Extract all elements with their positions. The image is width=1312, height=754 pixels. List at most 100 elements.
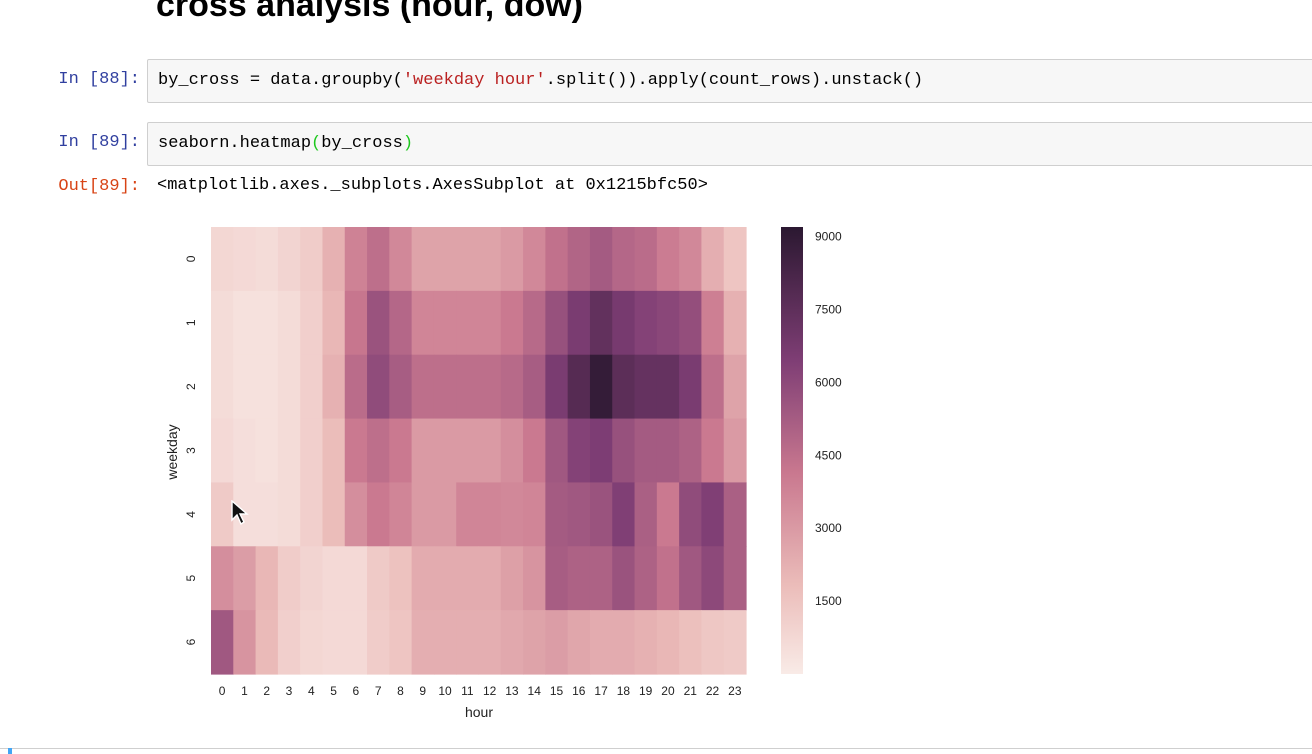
x-tick-label: 5 [330, 684, 337, 698]
heatmap-cell [634, 546, 658, 611]
heatmap-cell [500, 546, 524, 611]
heatmap-cell [656, 610, 680, 675]
heatmap-cell [723, 227, 747, 292]
heatmap-cell [589, 482, 613, 547]
heatmap-cell [589, 610, 613, 675]
heatmap-cell [277, 610, 301, 675]
heatmap-cell [456, 354, 480, 420]
heatmap-cell [612, 418, 636, 484]
heatmap-cell [233, 610, 257, 675]
heatmap-cell [211, 418, 234, 484]
x-tick-label: 23 [728, 684, 742, 698]
heatmap-cell [344, 354, 368, 420]
heatmap-cell [723, 482, 747, 547]
heatmap-cell [612, 354, 636, 420]
heatmap-cell [545, 610, 569, 675]
heatmap-cell [367, 290, 390, 356]
heatmap-cell [478, 227, 502, 292]
cell-89-input[interactable]: seaborn.heatmap(by_cross) [147, 122, 1312, 166]
heatmap-cell [389, 354, 413, 420]
heatmap-cell [233, 546, 257, 611]
heatmap-cell [389, 418, 413, 484]
heatmap-cell [300, 482, 324, 547]
heatmap-cell [656, 227, 680, 292]
heatmap-cell [679, 610, 703, 675]
heatmap-cell [500, 610, 524, 675]
heatmap-cell [456, 227, 480, 292]
heatmap-cell [656, 482, 680, 547]
heatmap-cell [478, 290, 502, 356]
heatmap-cell [411, 418, 435, 484]
y-tick-label: 3 [184, 447, 198, 454]
heatmap-cell [500, 482, 524, 547]
heatmap-cell [411, 354, 435, 420]
heatmap-cell [233, 354, 257, 420]
heatmap-cell [255, 354, 279, 420]
x-tick-label: 13 [505, 684, 519, 698]
x-tick-labels: 0 1 2 3 4 5 6 7 8 9 10 11 12 13 14 15 16 17 18 19 20 21 22 23 [219, 684, 742, 698]
heatmap-cell [589, 418, 613, 484]
heatmap-cell [701, 546, 725, 611]
x-tick-label: 4 [308, 684, 315, 698]
heatmap-cell [656, 546, 680, 611]
heatmap-cell [612, 546, 636, 611]
heatmap-cell [478, 546, 502, 611]
heatmap-cell [567, 354, 591, 420]
heatmap-cell [411, 227, 435, 292]
heatmap-cell [701, 227, 725, 292]
heatmap-cell [589, 290, 613, 356]
heatmap-cell [701, 482, 725, 547]
x-tick-label: 1 [241, 684, 248, 698]
x-tick-label: 10 [438, 684, 452, 698]
heatmap-cell [701, 610, 725, 675]
heatmap-cell [322, 546, 346, 611]
x-tick-label: 16 [572, 684, 586, 698]
heatmap-cell [589, 354, 613, 420]
heatmap-cell [255, 546, 279, 611]
heatmap-cell [500, 290, 524, 356]
x-tick-label: 18 [617, 684, 631, 698]
heatmap-cell [656, 418, 680, 484]
heatmap-cell [211, 354, 234, 420]
heatmap-cell [433, 418, 457, 484]
heatmap-cell [277, 227, 301, 292]
x-axis-label: hour [465, 704, 493, 720]
heatmap-cell [277, 290, 301, 356]
x-tick-label: 8 [397, 684, 404, 698]
heatmap-cell [701, 290, 725, 356]
heatmap-cell [367, 610, 390, 675]
x-tick-label: 12 [483, 684, 497, 698]
code-string: 'weekday hour' [402, 71, 546, 90]
code-text: .split()).apply(count_rows).unstack() [545, 71, 924, 90]
heatmap-cell [567, 482, 591, 547]
cell-89-prompt: In [89]: [58, 133, 140, 152]
heatmap-cell [500, 227, 524, 292]
heatmap-cell [523, 546, 546, 611]
heatmap-cell [367, 354, 390, 420]
y-tick-label: 4 [184, 511, 198, 518]
heatmap-cell [367, 546, 390, 611]
heatmap-cell [523, 227, 546, 292]
x-tick-label: 21 [684, 684, 698, 698]
heatmap-cells [211, 227, 747, 675]
heatmap-cell [523, 290, 546, 356]
colorbar-tick-label: 7500 [815, 303, 842, 317]
heatmap-cell [322, 227, 346, 292]
heatmap-cell [656, 290, 680, 356]
cell-88-input[interactable]: by_cross = data.groupby('weekday hour'.s… [147, 59, 1312, 103]
heatmap-cell [255, 482, 279, 547]
heatmap-cell [567, 546, 591, 611]
heatmap-cell [456, 418, 480, 484]
heatmap-cell [701, 418, 725, 484]
x-tick-label: 20 [661, 684, 675, 698]
heatmap-cell [634, 482, 658, 547]
y-tick-label: 6 [184, 638, 198, 645]
heatmap-cell [500, 418, 524, 484]
x-tick-label: 9 [419, 684, 426, 698]
heatmap-cell [478, 610, 502, 675]
heatmap-cell [567, 290, 591, 356]
heatmap-cell [322, 354, 346, 420]
heatmap-cell [211, 610, 234, 675]
colorbar-tick-label: 4500 [815, 448, 842, 462]
heatmap-cell [322, 290, 346, 356]
